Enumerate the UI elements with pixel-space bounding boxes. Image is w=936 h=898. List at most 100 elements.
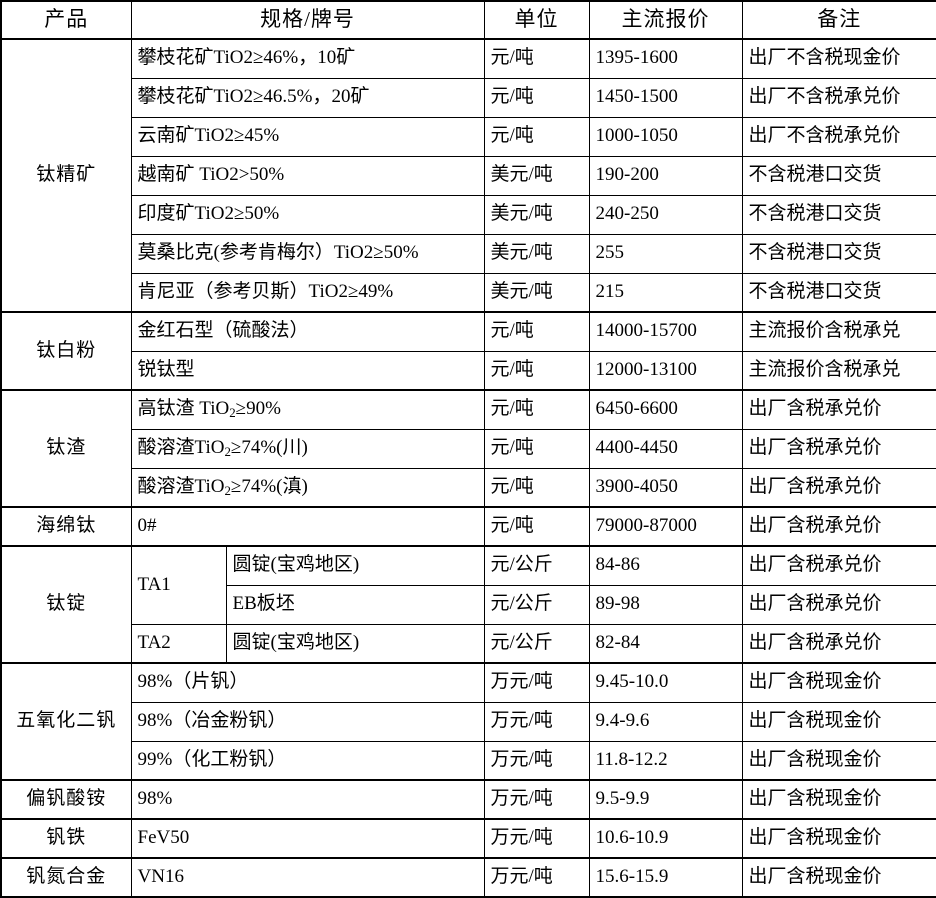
cell-unit: 美元/吨 [483,194,590,235]
cell-price: 89-98 [588,584,743,625]
cell-product: 五氧化二钒 [0,662,132,781]
cell-remark: 出厂含税承兑价 [741,389,936,430]
table-row: 钛精矿 攀枝花矿TiO2≥46%，10矿 元/吨 1395-1600 出厂不含税现金价 [0,38,936,313]
cell-remark: 出厂含税现金价 [741,662,936,703]
cell-grade: TA1 [130,545,227,625]
cell-price: 3900-4050 [588,467,743,508]
cell-price: 9.45-10.0 [588,662,743,703]
cell-unit: 万元/吨 [483,740,590,781]
cell-spec: 圆锭(宝鸡地区) [225,623,485,664]
cell-price: 79000-87000 [588,506,743,547]
cell-price: 4400-4450 [588,428,743,469]
cell-spec: 98%（片钒） [130,662,485,703]
cell-spec: 99%（化工粉钒） [130,740,485,781]
table-row: 五氧化二钒 98%（片钒） 万元/吨 9.45-10.0 出厂含税现金价 [0,662,936,781]
cell-remark: 出厂含税承兑价 [741,545,936,586]
cell-price: 10.6-10.9 [588,818,743,859]
cell-unit: 元/吨 [483,428,590,469]
cell-spec: 酸溶渣TiO2≥74%(川) [130,428,485,469]
cell-spec: 0# [130,506,485,547]
column-header-product: 产品 [0,0,132,40]
header-row: 产品 规格/牌号 单位 主流报价 备注 [0,0,936,40]
cell-unit: 万元/吨 [483,779,590,820]
cell-price: 1395-1600 [588,38,743,79]
cell-price: 12000-13100 [588,350,743,391]
cell-remark: 不含税港口交货 [741,233,936,274]
table-row: 酸溶渣TiO2≥74%(川) 元/吨 4400-4450 出厂含税承兑价 [1,428,936,469]
cell-spec: 酸溶渣TiO2≥74%(滇) [130,467,485,508]
cell-product: 钒铁 [0,818,132,859]
cell-remark: 出厂含税现金价 [741,779,936,820]
cell-remark: 出厂含税承兑价 [741,506,936,547]
cell-spec: 锐钛型 [130,350,485,391]
cell-price: 240-250 [588,194,743,235]
cell-remark: 出厂含税承兑价 [741,623,936,664]
table-row: TA2 圆锭(宝鸡地区) 元/公斤 82-84 出厂含税承兑价 [1,623,936,664]
cell-spec: 攀枝花矿TiO2≥46%，10矿 [130,38,485,79]
table-row: 钛锭 TA1 圆锭(宝鸡地区) 元/公斤 84-86 出厂含税承兑价 [0,545,936,664]
cell-spec: VN16 [130,857,485,898]
table-row: 海绵钛 0# 元/吨 79000-87000 出厂含税承兑价 [0,506,936,547]
cell-unit: 万元/吨 [483,701,590,742]
cell-unit: 元/公斤 [483,545,590,586]
cell-product: 钛锭 [0,545,132,664]
cell-spec: 高钛渣 TiO2≥90% [130,389,485,430]
table-row: 攀枝花矿TiO2≥46.5%，20矿 元/吨 1450-1500 出厂不含税承兑价 [1,77,936,118]
cell-spec: 金红石型（硫酸法） [130,311,485,352]
cell-unit: 元/吨 [483,311,590,352]
table-row: 钒铁 FeV50 万元/吨 10.6-10.9 出厂含税现金价 [0,818,936,859]
table-row: 钛渣 高钛渣 TiO2≥90% 元/吨 6450-6600 出厂含税承兑价 [0,389,936,508]
cell-unit: 元/吨 [483,506,590,547]
cell-product: 钛渣 [0,389,132,508]
cell-spec: 莫桑比克(参考肯梅尔）TiO2≥50% [130,233,485,274]
cell-unit: 元/吨 [483,38,590,79]
cell-product: 海绵钛 [0,506,132,547]
cell-spec: 肯尼亚（参考贝斯）TiO2≥49% [130,272,485,313]
cell-unit: 美元/吨 [483,272,590,313]
cell-remark: 不含税港口交货 [741,272,936,313]
cell-spec: EB板坯 [225,584,485,625]
cell-spec: 印度矿TiO2≥50% [130,194,485,235]
table-header: 产品 规格/牌号 单位 主流报价 备注 [0,0,936,40]
table-row: 云南矿TiO2≥45% 元/吨 1000-1050 出厂不含税承兑价 [1,116,936,157]
table-row: 锐钛型 元/吨 12000-13100 主流报价含税承兑 [1,350,936,391]
cell-remark: 出厂含税现金价 [741,701,936,742]
table-row: 98%（冶金粉钒） 万元/吨 9.4-9.6 出厂含税现金价 [1,701,936,742]
cell-spec: 98% [130,779,485,820]
table-row: 肯尼亚（参考贝斯）TiO2≥49% 美元/吨 215 不含税港口交货 [1,272,936,313]
cell-spec: 越南矿 TiO2>50% [130,155,485,196]
cell-unit: 万元/吨 [483,818,590,859]
cell-remark: 主流报价含税承兑 [741,350,936,391]
cell-remark: 出厂不含税承兑价 [741,77,936,118]
cell-unit: 元/吨 [483,116,590,157]
table-row: 钛白粉 金红石型（硫酸法） 元/吨 14000-15700 主流报价含税承兑 [0,311,936,391]
cell-remark: 出厂含税现金价 [741,740,936,781]
cell-unit: 元/公斤 [483,584,590,625]
cell-price: 255 [588,233,743,274]
table-row: 钒氮合金 VN16 万元/吨 15.6-15.9 出厂含税现金价 [0,857,936,898]
table-row: 酸溶渣TiO2≥74%(滇) 元/吨 3900-4050 出厂含税承兑价 [1,467,936,508]
cell-remark: 不含税港口交货 [741,155,936,196]
cell-remark: 主流报价含税承兑 [741,311,936,352]
cell-remark: 出厂含税承兑价 [741,584,936,625]
cell-unit: 美元/吨 [483,155,590,196]
table-row: 莫桑比克(参考肯梅尔）TiO2≥50% 美元/吨 255 不含税港口交货 [1,233,936,274]
cell-price: 215 [588,272,743,313]
cell-unit: 元/吨 [483,350,590,391]
cell-remark: 不含税港口交货 [741,194,936,235]
cell-unit: 万元/吨 [483,662,590,703]
cell-unit: 元/吨 [483,467,590,508]
cell-price: 15.6-15.9 [588,857,743,898]
cell-price: 9.4-9.6 [588,701,743,742]
cell-product: 钛精矿 [0,38,132,313]
cell-price: 1450-1500 [588,77,743,118]
column-header-unit: 单位 [483,0,590,40]
cell-spec: 98%（冶金粉钒） [130,701,485,742]
cell-price: 14000-15700 [588,311,743,352]
cell-remark: 出厂含税承兑价 [741,428,936,469]
cell-spec: 攀枝花矿TiO2≥46.5%，20矿 [130,77,485,118]
cell-remark: 出厂不含税承兑价 [741,116,936,157]
cell-unit: 美元/吨 [483,233,590,274]
cell-price: 190-200 [588,155,743,196]
cell-unit: 元/吨 [483,389,590,430]
